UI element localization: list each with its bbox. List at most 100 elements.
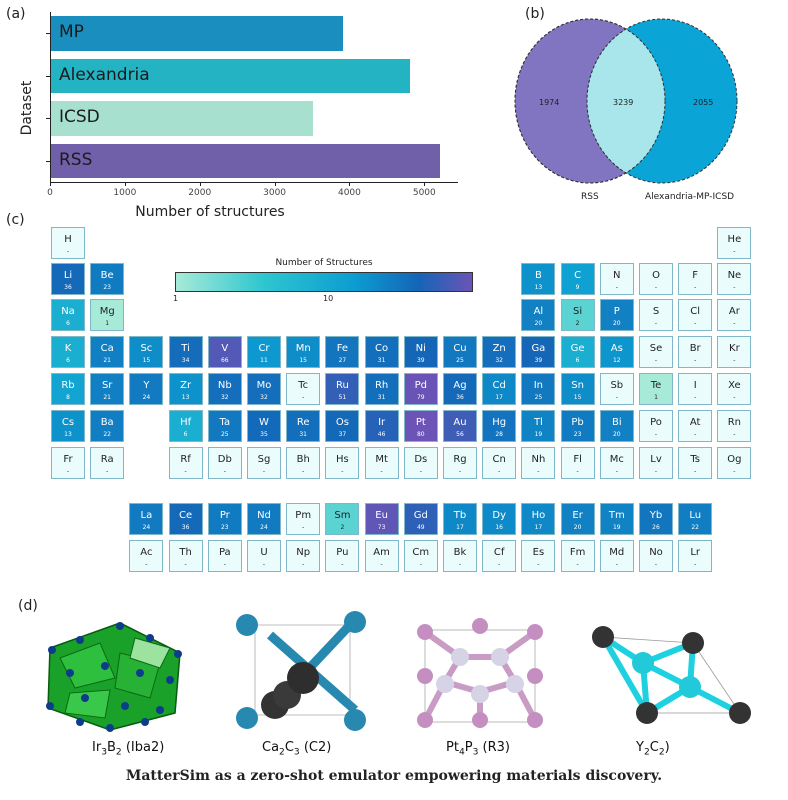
element-count: 2 xyxy=(340,524,345,531)
element-he: He - xyxy=(717,227,752,259)
bar-alexandria: Alexandria xyxy=(51,58,411,93)
bar-chart-xtick-mark xyxy=(424,182,426,186)
panel-label-a: (a) xyxy=(6,6,26,22)
element-symbol: Bk xyxy=(453,547,467,558)
element-count: 34 xyxy=(181,357,190,364)
element-symbol: Li xyxy=(63,270,73,281)
element-h: H- xyxy=(51,227,85,259)
bar-chart-xtick-mark xyxy=(50,182,51,186)
element-symbol: Sb xyxy=(610,380,624,391)
element-ti: Ti 34 xyxy=(168,336,203,368)
element-symbol: Au xyxy=(453,417,467,428)
element-count: - xyxy=(380,561,383,568)
element-symbol: Br xyxy=(689,343,701,354)
element-count: 23 xyxy=(220,524,229,531)
element-be: Be 23 xyxy=(90,263,125,295)
element-b: B 13 xyxy=(521,263,556,295)
bar-chart-x-axis xyxy=(50,182,458,183)
element-ba: Ba 22 xyxy=(90,410,125,442)
bar-label: MP xyxy=(59,22,84,43)
element-as: As 12 xyxy=(599,336,634,368)
element-symbol: Bh xyxy=(296,454,310,465)
element-count: 17 xyxy=(456,524,464,531)
element-symbol: Nd xyxy=(257,510,271,521)
element-count: 25 xyxy=(220,431,229,438)
element-symbol: Hf xyxy=(180,417,192,428)
element-cn: Cn - xyxy=(482,447,517,479)
element-symbol: Cu xyxy=(453,343,467,354)
element-symbol: Fr xyxy=(63,454,73,465)
element-symbol: Pt xyxy=(415,417,426,428)
element-count: 36 xyxy=(64,284,72,291)
element-symbol: Mc xyxy=(609,454,624,465)
element-symbol: Al xyxy=(533,306,544,317)
element-count: - xyxy=(576,561,579,568)
element-count: - xyxy=(733,357,736,364)
bar-chart-xtick-mark xyxy=(349,182,351,186)
element-count: 9 xyxy=(575,284,580,291)
element-symbol: Ne xyxy=(727,270,742,281)
element-symbol: K xyxy=(64,343,72,354)
element-symbol: Pb xyxy=(571,417,584,428)
bar-chart-xtick-label: 4000 xyxy=(337,188,361,198)
element-p: P 20 xyxy=(599,299,634,331)
element-symbol: Sr xyxy=(101,380,113,391)
structure-ir3b2 xyxy=(46,622,182,732)
element-count: 28 xyxy=(495,431,503,438)
bar-chart-xtick-label: 0 xyxy=(47,188,53,198)
element-yb: Yb 26 xyxy=(639,503,673,535)
element-count: - xyxy=(733,394,736,401)
element-symbol: Re xyxy=(296,417,310,428)
element-fe: Fe 27 xyxy=(325,336,360,368)
element-symbol: Lv xyxy=(650,454,662,465)
element-count: 73 xyxy=(377,524,386,531)
bar-chart-xlabel: Number of structures xyxy=(135,204,285,220)
element-count: - xyxy=(66,248,70,255)
element-pm: Pm - xyxy=(286,503,321,535)
element-symbol: N xyxy=(613,270,621,281)
element-lv: Lv - xyxy=(639,447,673,479)
element-count: - xyxy=(498,468,501,475)
element-symbol: Hg xyxy=(492,417,507,428)
element-db: Db - xyxy=(207,447,242,479)
bar-icsd: ICSD xyxy=(51,101,314,136)
bar-chart-xtick-label: 3000 xyxy=(263,188,287,198)
element-pu: Pu - xyxy=(325,540,360,572)
element-symbol: Tc xyxy=(298,380,309,391)
element-symbol: Kr xyxy=(729,343,740,354)
element-symbol: Ar xyxy=(728,306,740,317)
element-count: - xyxy=(694,468,697,475)
element-symbol: Sm xyxy=(334,510,351,521)
element-symbol: Zn xyxy=(492,343,506,354)
element-count: - xyxy=(223,561,226,568)
element-te: Te 1 xyxy=(639,373,673,405)
venn-intersection xyxy=(586,19,665,183)
element-cl: Cl - xyxy=(678,299,713,331)
element-count: 26 xyxy=(652,524,660,531)
element-ts: Ts - xyxy=(678,447,713,479)
element-count: - xyxy=(184,468,187,475)
bar-chart-xtick-mark xyxy=(124,182,126,186)
element-count: - xyxy=(694,320,697,327)
element-ra: Ra - xyxy=(90,447,125,479)
element-w: W 35 xyxy=(247,410,281,442)
element-symbol: Fm xyxy=(569,547,586,558)
bar-label: RSS xyxy=(59,149,93,170)
element-symbol: Er xyxy=(572,510,583,521)
element-am: Am - xyxy=(364,540,399,572)
element-symbol: Pa xyxy=(218,547,231,558)
element-symbol: Og xyxy=(727,454,742,465)
element-rn: Rn - xyxy=(717,410,752,442)
bar-chart-ytick xyxy=(46,75,50,77)
element-symbol: Cs xyxy=(61,417,75,428)
element-symbol: Os xyxy=(335,417,349,428)
element-symbol: Db xyxy=(217,454,232,465)
element-co: Co 31 xyxy=(364,336,399,368)
element-count: 27 xyxy=(338,357,347,364)
element-symbol: Mo xyxy=(256,380,272,391)
bar-chart-xtick-mark xyxy=(274,182,276,186)
element-count: - xyxy=(498,561,501,568)
element-symbol: W xyxy=(259,417,269,428)
element-cf: Cf - xyxy=(482,540,517,572)
